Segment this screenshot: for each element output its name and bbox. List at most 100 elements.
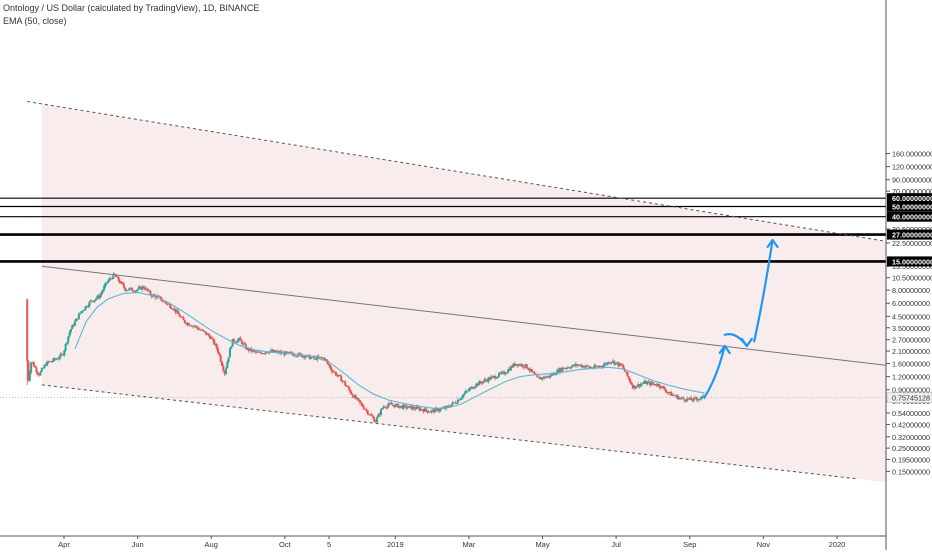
y-tick-label: 2.70000000 xyxy=(892,336,930,345)
y-tick-label: 1.20000000 xyxy=(892,373,930,382)
candle-body xyxy=(166,303,169,305)
candle-body xyxy=(220,361,223,366)
candle-body xyxy=(342,380,345,382)
x-tick-label: Apr xyxy=(58,540,70,549)
candle-body xyxy=(406,407,409,409)
candle-body xyxy=(504,373,507,375)
candle-body xyxy=(332,371,335,373)
candle-body xyxy=(688,397,691,400)
candle-body xyxy=(662,386,665,388)
candle-body xyxy=(349,389,352,394)
candle-body xyxy=(219,355,222,362)
candle-body xyxy=(656,384,659,386)
candle-body xyxy=(203,331,206,332)
candle-body xyxy=(108,278,111,281)
candle-body xyxy=(429,411,432,413)
candle-body xyxy=(377,414,380,418)
candle-body xyxy=(643,380,646,384)
candle-body xyxy=(531,369,534,372)
candle-body xyxy=(69,329,72,333)
candle-body xyxy=(341,380,344,382)
candle-body xyxy=(472,387,475,389)
ema-line xyxy=(74,291,705,409)
candle-body xyxy=(224,368,227,374)
candle-body xyxy=(439,408,442,411)
candle-body xyxy=(30,362,33,373)
candle-body xyxy=(55,358,58,360)
candle-body xyxy=(187,323,190,326)
candle-body xyxy=(195,325,198,328)
candle-body xyxy=(144,287,147,290)
candle-body xyxy=(124,287,127,291)
candle-body xyxy=(651,382,654,384)
candle-body xyxy=(272,350,275,352)
y-tick-label: 10.50000000 xyxy=(892,274,932,283)
candle-body xyxy=(466,390,469,392)
candle-body xyxy=(109,278,112,280)
candle-body xyxy=(565,368,568,369)
candle-body xyxy=(549,374,552,378)
candle-body xyxy=(668,392,671,393)
candle-body xyxy=(291,352,294,355)
candle-body xyxy=(39,371,42,376)
candle-body xyxy=(71,325,74,330)
candle-body xyxy=(578,364,581,366)
level-label: 60.00000000 xyxy=(892,194,932,203)
candle-body xyxy=(585,365,588,367)
level-label-box xyxy=(887,229,932,240)
candle-body xyxy=(369,414,372,416)
candle-body xyxy=(158,295,161,297)
candle-body xyxy=(645,380,648,385)
candle-body xyxy=(171,308,174,310)
candle-body xyxy=(27,361,30,381)
candle-body xyxy=(524,364,527,368)
candle-body xyxy=(630,382,633,385)
candle-body xyxy=(198,329,201,331)
candle-body xyxy=(65,342,68,344)
candle-body xyxy=(492,376,495,377)
candle-body xyxy=(623,368,626,372)
candle-body xyxy=(217,348,220,353)
candle-body xyxy=(470,386,473,389)
candle-body xyxy=(235,341,238,343)
candle-body xyxy=(348,387,351,390)
candle-body xyxy=(654,384,657,386)
candle-body xyxy=(299,352,302,354)
candle-body xyxy=(690,397,693,401)
candle-body xyxy=(556,370,559,375)
candle-body xyxy=(602,365,605,367)
candle-body xyxy=(409,405,412,407)
candle-body xyxy=(114,274,117,277)
candle-body xyxy=(256,351,259,353)
candle-body xyxy=(603,363,606,366)
candle-body xyxy=(680,397,683,399)
candle-body xyxy=(52,358,55,362)
candle-body xyxy=(293,355,296,357)
trendline-upper-dashed xyxy=(27,101,896,244)
candle-body xyxy=(422,410,425,412)
candle-body xyxy=(536,374,539,377)
candle-body xyxy=(255,351,258,353)
y-tick-label: 4.50000000 xyxy=(892,312,930,321)
candle-body xyxy=(479,381,482,383)
candle-body xyxy=(627,376,630,379)
candle-body xyxy=(99,295,102,299)
candle-body xyxy=(234,342,237,343)
candle-body xyxy=(201,329,204,331)
candle-body xyxy=(289,352,292,354)
candle-body xyxy=(474,386,477,388)
candle-body xyxy=(186,323,189,325)
candle-body xyxy=(338,374,341,377)
candle-body xyxy=(61,354,64,356)
candle-body xyxy=(389,403,392,404)
level-label-box xyxy=(887,256,932,267)
candle-body xyxy=(54,358,57,360)
candle-body xyxy=(539,377,542,380)
candle-body xyxy=(390,403,393,405)
candle-body xyxy=(193,325,196,327)
candle-body xyxy=(655,385,658,387)
candle-body xyxy=(117,276,120,281)
candle-body xyxy=(56,358,59,360)
candle-body xyxy=(57,357,60,359)
